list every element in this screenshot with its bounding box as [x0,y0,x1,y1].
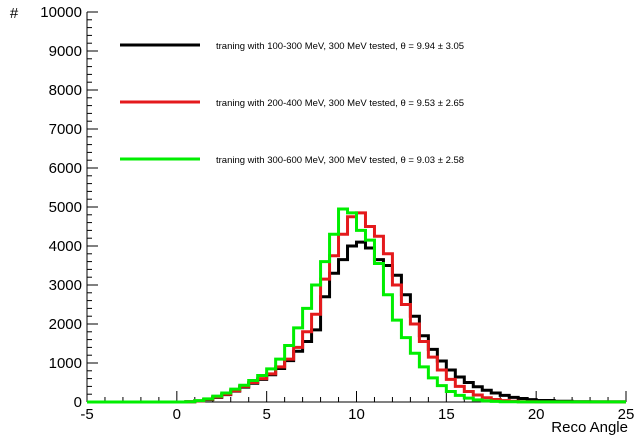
series-layer [87,207,626,404]
x-tick-label: 20 [528,406,545,423]
y-tick-label: 3000 [49,277,82,294]
y-tick-label: 4000 [49,238,82,255]
legend: traning with 100-300 MeV, 300 MeV tested… [120,41,464,166]
x-tick-label: 0 [173,406,181,423]
y-tick-label: 10000 [40,4,82,21]
series-3-line [87,207,626,404]
y-tick-label: 8000 [49,82,82,99]
y-tick-label: 7000 [49,121,82,138]
x-tick-label: 10 [348,406,365,423]
y-axis-ticks: 0 1000 2000 3000 4000 5000 6000 7000 8000 9000 100… [40,4,98,411]
x-axis-label: Reco Angle [551,419,628,436]
y-tick-label: 6000 [49,160,82,177]
y-tick-label: 0 [74,394,82,411]
y-tick-label: 9000 [49,43,82,60]
y-tick-label: 2000 [49,316,82,333]
x-tick-label: 15 [438,406,455,423]
legend-label-3: traning with 300-600 MeV, 300 MeV tested… [216,155,464,166]
y-tick-label: 5000 [49,199,82,216]
x-tick-label: 25 [618,406,635,423]
y-tick-label: 1000 [49,355,82,372]
legend-label-1: traning with 100-300 MeV, 300 MeV tested… [216,41,464,52]
y-axis-label: # [10,5,19,22]
legend-label-2: traning with 200-400 MeV, 300 MeV tested… [216,98,464,109]
x-tick-label: -5 [80,406,93,423]
x-tick-label: 5 [262,406,270,423]
